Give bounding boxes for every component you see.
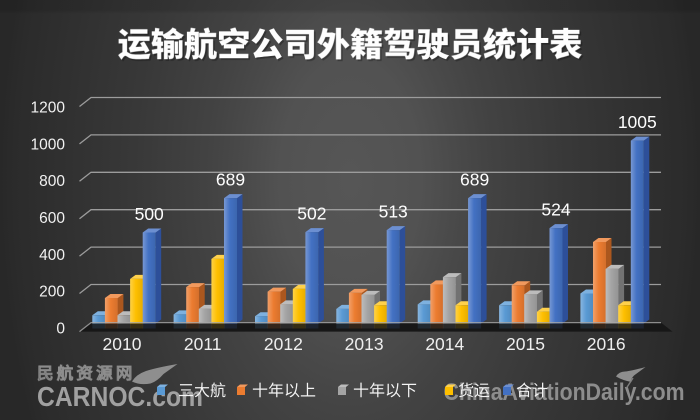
svg-text:CARNOC.com: CARNOC.com [37, 381, 203, 412]
svg-text:400: 400 [39, 247, 65, 264]
svg-text:2012: 2012 [264, 334, 303, 354]
svg-text:0: 0 [56, 320, 65, 337]
svg-text:2011: 2011 [184, 334, 222, 354]
svg-text:689: 689 [460, 170, 489, 190]
svg-text:689: 689 [216, 170, 245, 190]
svg-text:513: 513 [379, 202, 408, 222]
svg-text:800: 800 [39, 173, 65, 190]
svg-text:2016: 2016 [587, 334, 626, 354]
svg-text:2014: 2014 [425, 334, 464, 354]
svg-text:1000: 1000 [31, 136, 66, 153]
svg-text:600: 600 [39, 210, 65, 227]
svg-text:1200: 1200 [31, 100, 66, 117]
svg-text:200: 200 [39, 284, 65, 301]
svg-text:ChinaAviationDaily.com: ChinaAviationDaily.com [444, 379, 685, 406]
svg-text:2015: 2015 [506, 334, 545, 354]
svg-text:500: 500 [135, 204, 164, 224]
svg-text:502: 502 [297, 204, 326, 224]
svg-text:524: 524 [541, 200, 570, 220]
svg-text:2010: 2010 [103, 334, 142, 354]
svg-text:2013: 2013 [345, 334, 384, 354]
svg-text:1005: 1005 [618, 112, 657, 132]
